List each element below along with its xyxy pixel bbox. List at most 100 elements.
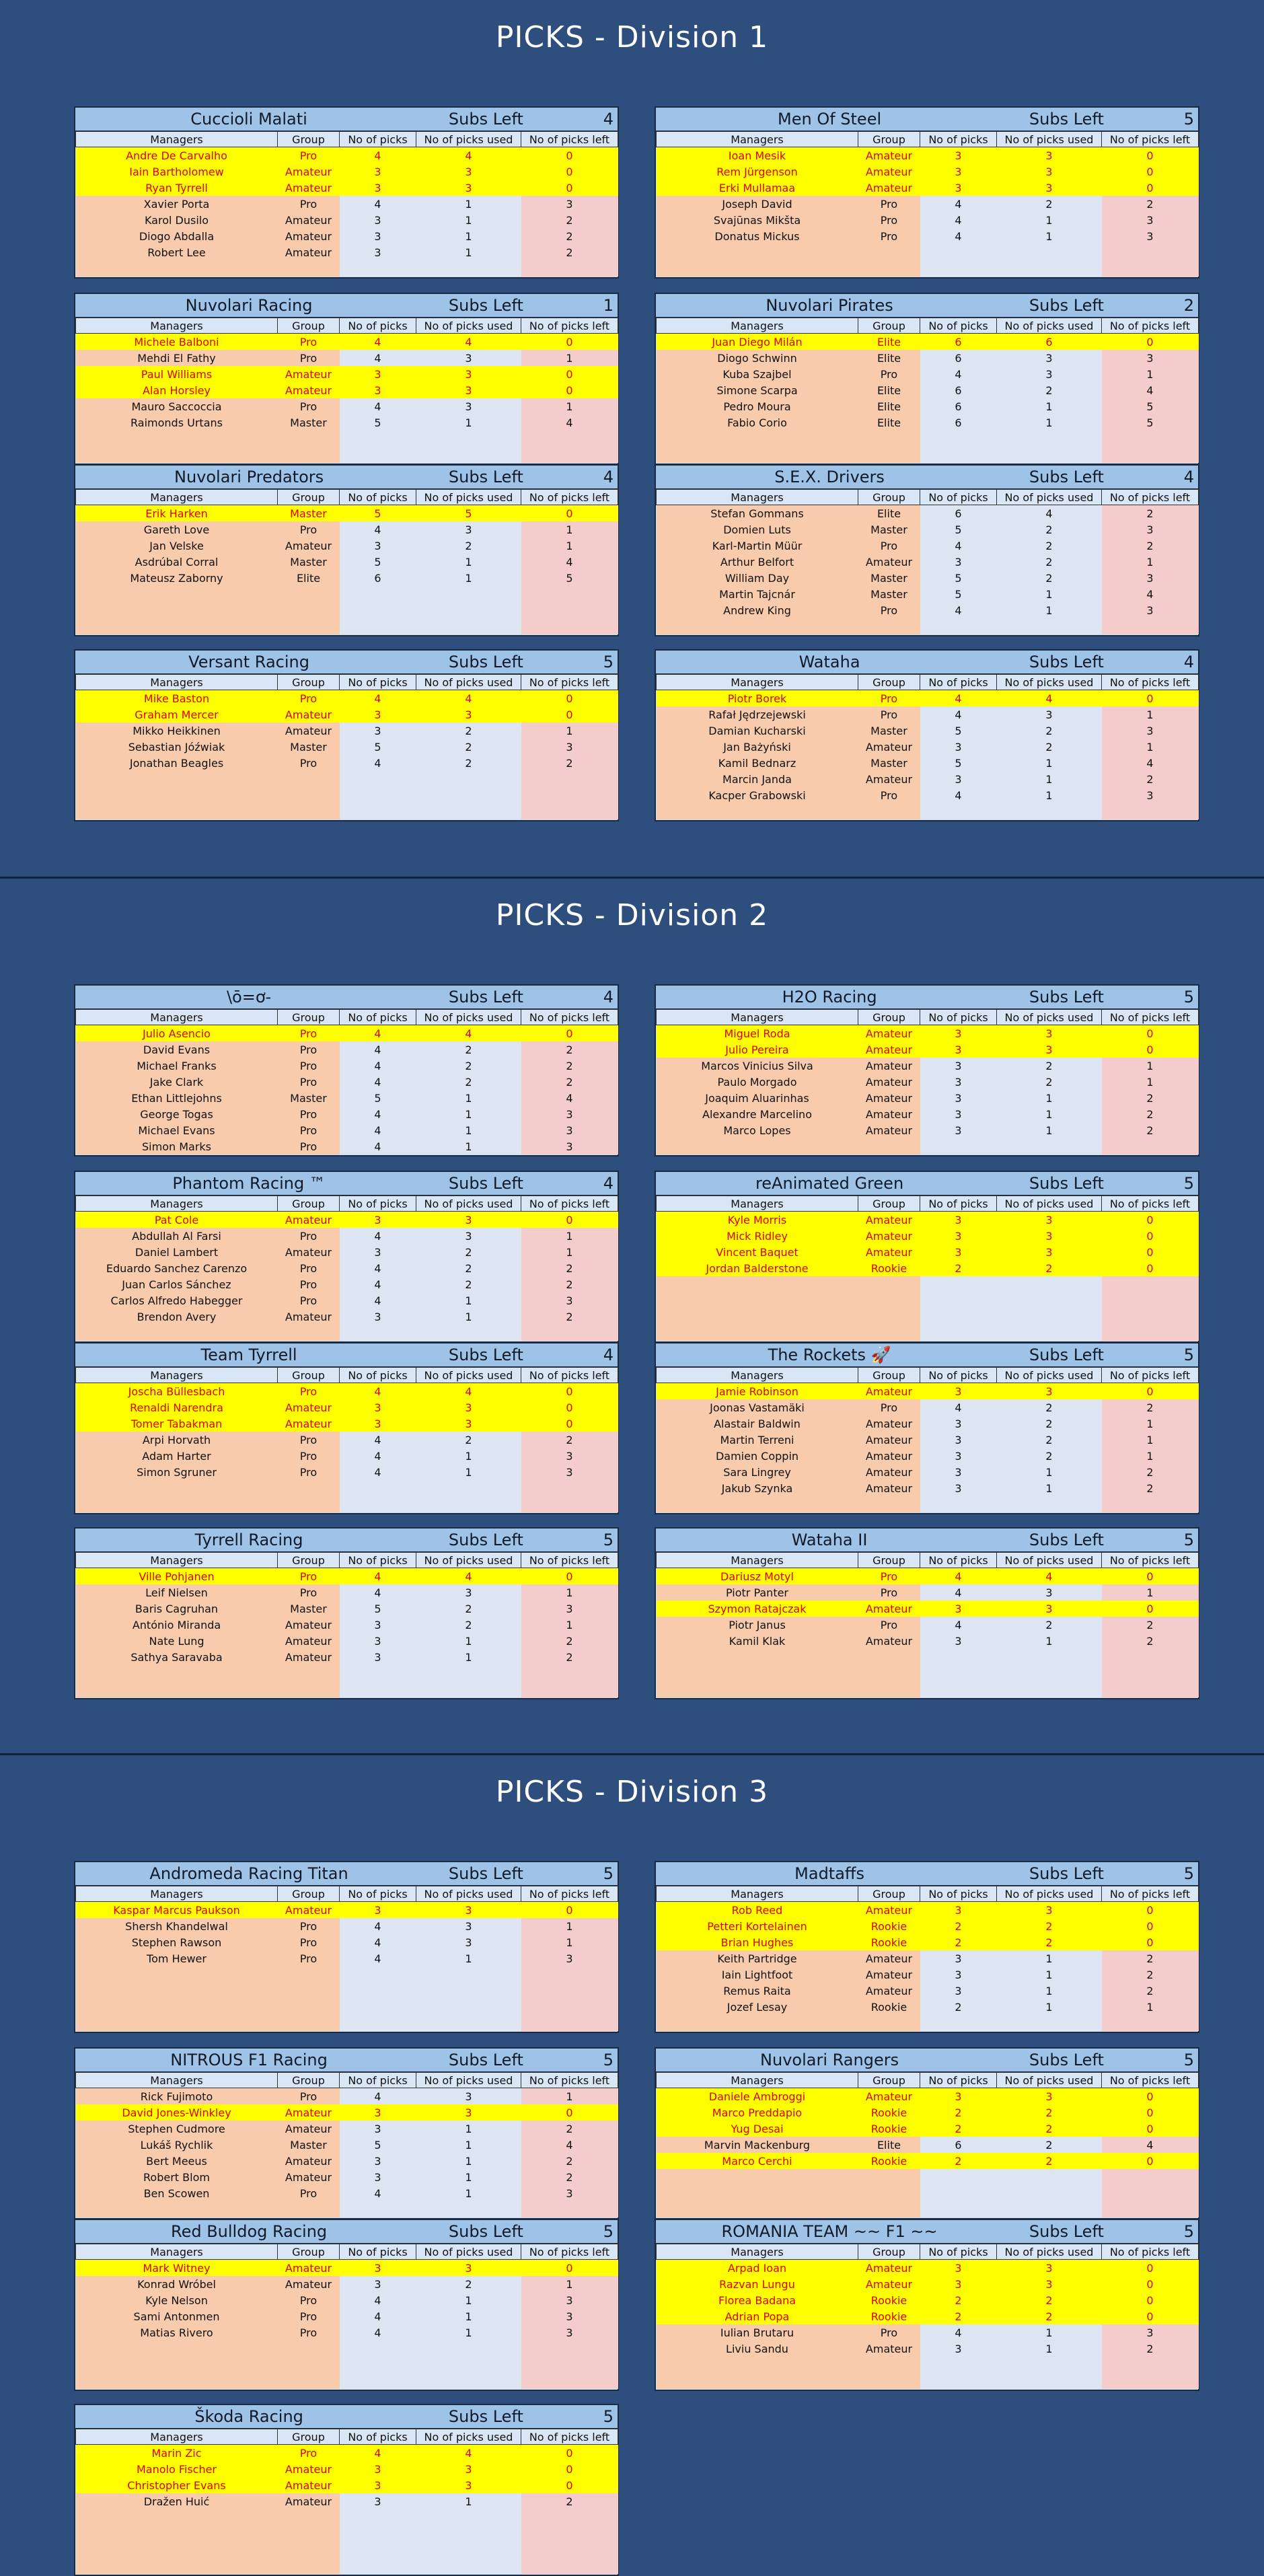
picks-left: 3 [1101,350,1199,366]
subs-left-count: 4 [603,110,614,128]
empty-cell [521,2341,618,2357]
manager-row: Erik Harken Master 5 5 0 [75,505,618,521]
empty-row [656,244,1199,260]
column-header: No of picks used [416,1367,521,1383]
subs-left-count: 5 [1183,1864,1194,1883]
team-header: Andromeda Racing Titan Subs Left 5 [75,1862,618,1886]
subs-left-count: 5 [603,2407,614,2426]
empty-cell [1101,2201,1199,2217]
column-header-row: Managers Group No of picks No of picks used… [656,2244,1199,2260]
empty-cell [1101,1138,1199,1154]
picks-count: 3 [920,1600,997,1617]
subs-left-count: 5 [603,1864,614,1883]
team-table: Nuvolari Racing Subs Left 1 Managers Group No… [74,293,619,465]
manager-group: Pro [277,1464,340,1480]
manager-row: Miguel Roda Amateur 3 3 0 [656,1025,1199,1041]
picks-left: 3 [1101,228,1199,244]
manager-group: Pro [277,1041,340,1058]
empty-cell [339,2542,416,2558]
picks-count: 4 [920,706,997,723]
empty-cell [521,2357,618,2373]
empty-cell [277,2015,340,2031]
empty-row [656,1292,1199,1309]
column-header: Managers [75,1552,278,1568]
team-table: ROMANIA TEAM ~~ F1 ~~ Subs Left 5 Managers G… [655,2219,1199,2391]
empty-cell [416,260,521,277]
column-header: No of picks left [521,1367,618,1383]
picks-left: 0 [1101,2153,1199,2169]
picks-left: 3 [521,2308,618,2324]
manager-name: Marco Lopes [656,1122,858,1138]
manager-row: Sebastian Jóźwiak Master 5 2 3 [75,739,618,755]
manager-group: Pro [277,1276,340,1292]
column-header: Managers [656,1367,858,1383]
team-name: Wataha II [791,1531,868,1549]
subs-left-count: 5 [1183,988,1194,1006]
manager-name: Dražen Huić [75,2493,278,2509]
picks-used: 1 [416,2137,521,2153]
picks-left: 1 [1101,1074,1199,1090]
empty-cell [416,803,521,819]
manager-name: Matias Rivero [75,2324,278,2341]
manager-row: Donatus Mickus Pro 4 1 3 [656,228,1199,244]
manager-group: Amateur [277,1649,340,1665]
manager-name: Piotr Janus [656,1617,858,1633]
manager-group: Amateur [277,2276,340,2292]
empty-cell [75,803,278,819]
manager-row: Joaquim Aluarinhas Amateur 3 1 2 [656,1090,1199,1106]
manager-group: Amateur [858,1480,920,1496]
manager-group: Pro [277,1074,340,1090]
picks-left: 5 [1101,398,1199,414]
manager-row: Kacper Grabowski Pro 4 1 3 [656,787,1199,803]
manager-group: Pro [277,1568,340,1584]
manager-group: Elite [858,398,920,414]
empty-cell [75,2373,278,2389]
manager-group: Amateur [277,382,340,398]
empty-cell [656,1681,858,1697]
manager-row: Remus Raita Amateur 3 1 2 [656,1983,1199,1999]
column-header: No of picks [339,131,416,147]
team-header: Wataha II Subs Left 5 [656,1529,1198,1552]
empty-cell [416,1480,521,1496]
column-header: No of picks used [996,1552,1102,1568]
picks-count: 5 [339,2137,416,2153]
empty-cell [339,2341,416,2357]
manager-group: Amateur [277,244,340,260]
manager-name: Jan Velske [75,538,278,554]
picks-used: 1 [416,2169,521,2185]
column-header: No of picks left [521,2429,618,2445]
picks-count: 3 [920,1383,997,1399]
manager-name: Juan Diego Milán [656,333,858,350]
manager-group: Amateur [277,2461,340,2477]
column-header: Managers [75,2429,278,2445]
empty-cell [858,1138,920,1154]
team-header: Red Bulldog Racing Subs Left 5 [75,2220,618,2244]
team-header: H2O Racing Subs Left 5 [656,986,1198,1009]
manager-group: Master [858,723,920,739]
manager-group: Elite [277,570,340,586]
column-header-row: Managers Group No of picks No of picks used… [656,2072,1199,2088]
manager-group: Amateur [858,1211,920,1228]
picks-left: 3 [521,739,618,755]
picks-left: 3 [1101,521,1199,538]
empty-cell [656,2201,858,2217]
picks-count: 4 [339,2324,416,2341]
manager-row: Michael Evans Pro 4 1 3 [75,1122,618,1138]
empty-cell [75,1681,278,1697]
empty-cell [75,2526,278,2542]
manager-name: Arpi Horvath [75,1432,278,1448]
team-header: Nuvolari Racing Subs Left 1 [75,294,618,318]
picks-used: 2 [996,1934,1102,1950]
column-header: No of picks used [416,318,521,334]
picks-count: 5 [920,521,997,538]
manager-row: Marcos Vinicius Silva Amateur 3 2 1 [656,1058,1199,1074]
picks-count: 3 [339,2169,416,2185]
empty-row [656,447,1199,463]
manager-name: Ben Scowen [75,2185,278,2201]
picks-count: 4 [920,1617,997,1633]
empty-cell [75,1983,278,1999]
empty-cell [521,260,618,277]
picks-count: 2 [920,1260,997,1276]
manager-name: Abdullah Al Farsi [75,1228,278,1244]
empty-cell [339,2373,416,2389]
